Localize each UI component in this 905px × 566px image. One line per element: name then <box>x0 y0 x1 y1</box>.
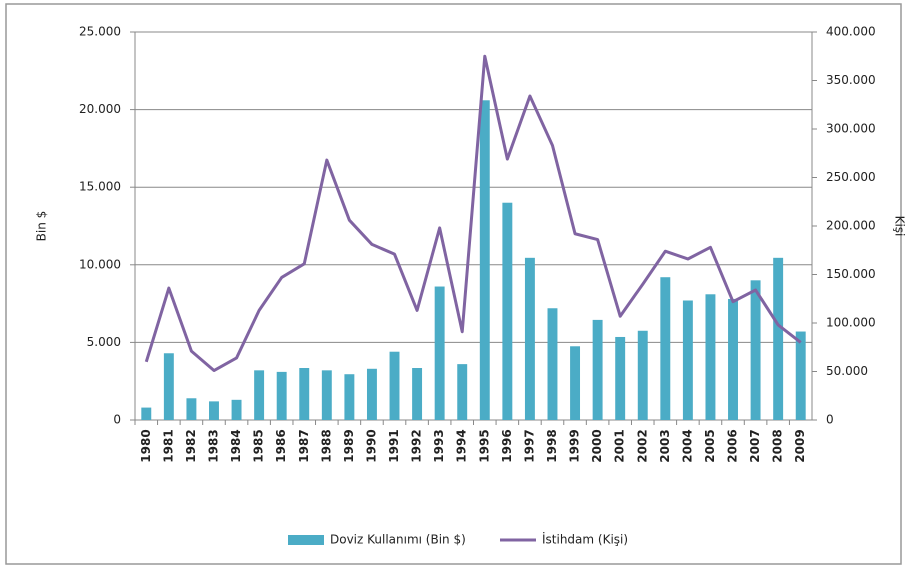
bar <box>637 330 648 420</box>
y-tick-label: 5.000 <box>87 335 121 349</box>
x-tick-label: 1989 <box>342 429 356 462</box>
bar <box>502 202 513 420</box>
y2-tick-label: 200.000 <box>826 219 876 233</box>
y2-tick-label: 150.000 <box>826 267 876 281</box>
x-tick-label: 1992 <box>410 429 424 462</box>
bar <box>795 331 806 420</box>
bar <box>773 257 784 420</box>
bar <box>728 298 738 420</box>
bar <box>141 407 152 420</box>
y2-tick-label: 50.000 <box>826 364 868 378</box>
x-tick-label: 1985 <box>252 429 266 462</box>
bar <box>682 300 693 420</box>
y-tick-label: 10.000 <box>79 257 121 271</box>
x-tick-label: 2003 <box>658 429 672 462</box>
bar <box>524 257 535 420</box>
bar <box>457 364 468 420</box>
x-tick-label: 1997 <box>522 429 536 462</box>
bar <box>547 308 558 420</box>
bar <box>479 100 490 421</box>
y-tick-label: 20.000 <box>79 102 121 116</box>
x-tick-label: 2005 <box>703 429 717 462</box>
y-axis-label: Bin $ <box>35 211 49 242</box>
bar <box>389 351 400 420</box>
y2-tick-label: 0 <box>826 413 834 427</box>
x-tick-label: 1994 <box>455 429 469 462</box>
x-tick-label: 1986 <box>274 429 288 462</box>
bar <box>321 370 332 420</box>
bar <box>660 277 671 420</box>
bar <box>209 401 219 420</box>
y-tick-label: 25.000 <box>79 25 121 39</box>
y2-tick-label: 300.000 <box>826 122 876 136</box>
x-tick-label: 2007 <box>748 429 762 462</box>
bar <box>592 319 603 420</box>
x-tick-label: 1995 <box>477 429 491 462</box>
bar <box>615 336 626 420</box>
x-tick-label: 1980 <box>139 429 153 462</box>
x-tick-label: 2008 <box>771 429 785 462</box>
x-tick-label: 2000 <box>590 429 604 462</box>
x-tick-label: 2009 <box>793 429 807 462</box>
x-tick-label: 1999 <box>568 429 582 462</box>
bar <box>412 368 423 420</box>
line <box>144 54 802 373</box>
x-tick-label: 2006 <box>726 429 740 462</box>
bar <box>276 371 287 420</box>
x-tick-label: 1984 <box>229 429 243 462</box>
y-tick-label: 15.000 <box>79 180 121 194</box>
y2-tick-label: 350.000 <box>826 73 876 87</box>
x-tick-label: 1993 <box>432 429 446 462</box>
y-tick-label: 0 <box>113 413 121 427</box>
chart-frame <box>5 3 902 565</box>
legend-label: Doviz Kullanımı (Bin $) <box>330 533 466 547</box>
x-tick-label: 2004 <box>680 429 694 462</box>
x-tick-label: 1981 <box>161 429 175 462</box>
legend-label: İstihdam (Kişi) <box>542 532 628 547</box>
x-tick-label: 2001 <box>613 429 627 462</box>
x-tick-label: 1982 <box>184 429 198 462</box>
x-tick-label: 1990 <box>364 429 378 462</box>
x-tick-label: 1988 <box>319 429 333 462</box>
bar <box>570 346 581 420</box>
bar <box>163 353 174 420</box>
y2-tick-label: 250.000 <box>826 170 876 184</box>
bar <box>231 399 242 420</box>
bar <box>434 286 445 420</box>
x-tick-label: 1996 <box>500 429 514 462</box>
legend-swatch <box>288 535 324 545</box>
bar <box>254 370 265 420</box>
bar <box>705 294 716 420</box>
y2-tick-label: 100.000 <box>826 316 876 330</box>
y2-axis-label: Kişi <box>893 216 905 237</box>
x-tick-label: 1987 <box>297 429 311 462</box>
x-tick-label: 2002 <box>635 429 649 462</box>
bar <box>366 368 377 420</box>
bar <box>344 374 355 420</box>
bar <box>299 368 310 420</box>
x-tick-label: 1991 <box>387 429 401 462</box>
x-tick-label: 1998 <box>545 429 559 462</box>
y2-tick-label: 400.000 <box>826 25 876 39</box>
x-tick-label: 1983 <box>206 429 220 462</box>
bar <box>186 398 197 420</box>
bar <box>750 280 761 420</box>
